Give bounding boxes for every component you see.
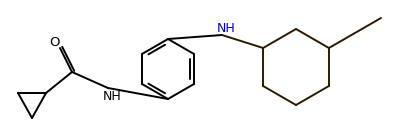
Text: NH: NH <box>217 22 235 34</box>
Text: NH: NH <box>102 91 121 104</box>
Text: O: O <box>50 36 60 50</box>
